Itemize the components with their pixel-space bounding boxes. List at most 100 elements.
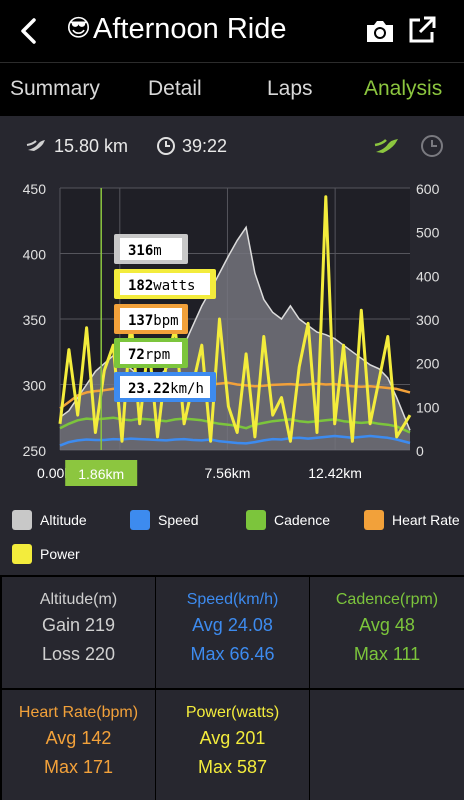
readout-unit: m: [153, 243, 161, 259]
legend-swatch: [364, 510, 384, 530]
summary-grid: Altitude(m) Gain 219 Loss 220 Speed(km/h…: [0, 575, 464, 800]
y-left-tick-label: 250: [23, 443, 47, 459]
duration-value: 39:22: [182, 136, 228, 156]
legend-label: Cadence: [274, 512, 331, 528]
y-left-tick-label: 450: [23, 181, 47, 197]
readout-value: 182: [128, 278, 153, 294]
y-right-tick-label: 500: [416, 225, 440, 241]
y-right-tick-label: 600: [416, 181, 440, 197]
summary-cadence-avg: Avg 48: [359, 615, 415, 635]
summary-empty-cell: [310, 690, 464, 800]
summary-cadence: Cadence(rpm) Avg 48 Max 111: [310, 577, 464, 688]
analysis-chart[interactable]: 45040035030025060050040030020010000.00km…: [0, 176, 464, 496]
summary-speed-max: Max 66.46: [190, 644, 275, 664]
summary-altitude-loss: Loss 220: [41, 644, 116, 664]
tab-summary[interactable]: Summary: [10, 77, 100, 100]
readout-box: [120, 273, 210, 295]
cyclist-icon: [26, 140, 45, 151]
readout-value: 72: [128, 347, 145, 363]
series-cadence-line: [59, 416, 411, 434]
readout-unit: rpm: [145, 347, 170, 363]
readout-text: 182watts: [128, 278, 195, 294]
readout-value: 137: [128, 313, 153, 329]
summary-altitude-title: Altitude(m): [39, 591, 118, 608]
summary-altitude-gain: Gain 219: [41, 615, 116, 635]
legend-item-cadence[interactable]: Cadence: [246, 510, 330, 530]
tab-analysis[interactable]: Analysis: [364, 77, 443, 100]
summary-power-max: Max 587: [197, 757, 268, 777]
y-right-tick-label: 400: [416, 268, 440, 284]
summary-speed-title: Speed(km/h): [186, 591, 279, 608]
summary-heart-rate-title: Heart Rate(bpm): [18, 704, 139, 721]
y-right-tick-label: 100: [416, 399, 440, 415]
legend-item-heart-rate[interactable]: Heart Rate: [364, 510, 460, 530]
y-right-tick-label: 0: [416, 443, 424, 459]
page-title: 😎Afternoon Ride: [66, 13, 287, 46]
analysis-panel: 15.80 km 39:22 450 400 350 300 250 600 500 400 3…: [0, 116, 464, 800]
readout-value: 23.22: [128, 381, 170, 397]
cursor-readout-altitude: 316m: [114, 234, 188, 264]
legend-swatch: [246, 510, 266, 530]
chart-cursor[interactable]: 1.86km 316m 182watts 137bpm 72rpm 23.22km/h: [65, 188, 216, 486]
readout-text: 316m: [128, 243, 162, 259]
tab-detail[interactable]: Detail: [148, 77, 202, 100]
tab-laps[interactable]: Laps: [267, 77, 313, 100]
y-right-tick-label: 200: [416, 356, 440, 372]
distance-axis-toggle-icon[interactable]: [374, 134, 400, 156]
back-chevron-icon[interactable]: [14, 14, 44, 48]
share-icon[interactable]: [406, 14, 438, 46]
readout-text: 72rpm: [128, 347, 170, 363]
readout-unit: km/h: [170, 381, 204, 397]
legend-label: Speed: [158, 512, 199, 528]
summary-heart-rate-avg: Avg 142: [45, 728, 112, 748]
clock-icon: [157, 137, 175, 155]
page-title-text: Afternoon Ride: [93, 13, 287, 45]
legend-item-speed[interactable]: Speed: [130, 510, 198, 530]
x-tick-label: 12.42km: [308, 465, 362, 481]
y-right-tick-label: 300: [416, 312, 440, 328]
sunglasses-emoji-icon: 😎: [66, 15, 92, 42]
y-left-tick-label: 350: [23, 312, 47, 328]
chart-legend: Altitude Speed Cadence Heart Rate Power: [0, 498, 464, 578]
legend-swatch: [12, 510, 32, 530]
readout-unit: bpm: [153, 313, 178, 329]
cursor-x-label: 1.86km: [78, 466, 124, 482]
legend-swatch: [130, 510, 150, 530]
cursor-x-badge: [65, 460, 138, 486]
distance-value: 15.80 km: [54, 136, 129, 156]
readout-box: [120, 342, 182, 364]
readout-text: 23.22km/h: [128, 381, 204, 397]
summary-speed-avg: Avg 24.08: [192, 615, 273, 635]
cursor-readout-heart_rate: 137bpm: [114, 304, 188, 334]
readout-box: [120, 376, 210, 398]
summary-altitude: Altitude(m) Gain 219 Loss 220: [2, 577, 155, 688]
legend-item-power[interactable]: Power: [12, 544, 80, 564]
cursor-readout-cadence: 72rpm: [114, 338, 188, 368]
x-tick-label: 7.56km: [205, 465, 251, 481]
readout-box: [120, 308, 182, 330]
summary-power-avg: Avg 201: [199, 728, 266, 748]
readout-box: [120, 238, 182, 260]
stats-row: 15.80 km 39:22: [0, 116, 464, 176]
summary-heart-rate: Heart Rate(bpm) Avg 142 Max 171: [2, 690, 155, 800]
readout-text: 137bpm: [128, 313, 179, 329]
readout-unit: watts: [153, 278, 195, 294]
legend-swatch: [12, 544, 32, 564]
readout-value: 316: [128, 243, 153, 259]
app-header: 😎Afternoon Ride: [0, 0, 464, 62]
cursor-readout-power: 182watts: [114, 269, 216, 299]
summary-heart-rate-max: Max 171: [43, 757, 114, 777]
tab-bar: Summary Detail Laps Analysis: [0, 62, 464, 116]
time-axis-toggle-icon[interactable]: [420, 134, 444, 158]
summary-power: Power(watts) Avg 201 Max 587: [156, 690, 309, 800]
legend-label: Altitude: [40, 512, 87, 528]
summary-cadence-max: Max 111: [353, 644, 421, 664]
series-speed-line: [59, 434, 411, 447]
summary-power-title: Power(watts): [185, 704, 280, 721]
legend-item-altitude[interactable]: Altitude: [12, 510, 87, 530]
y-left-tick-label: 400: [23, 247, 47, 263]
summary-speed: Speed(km/h) Avg 24.08 Max 66.46: [156, 577, 309, 688]
camera-icon[interactable]: [364, 16, 396, 46]
summary-cadence-title: Cadence(rpm): [335, 591, 439, 608]
legend-label: Heart Rate: [392, 512, 460, 528]
